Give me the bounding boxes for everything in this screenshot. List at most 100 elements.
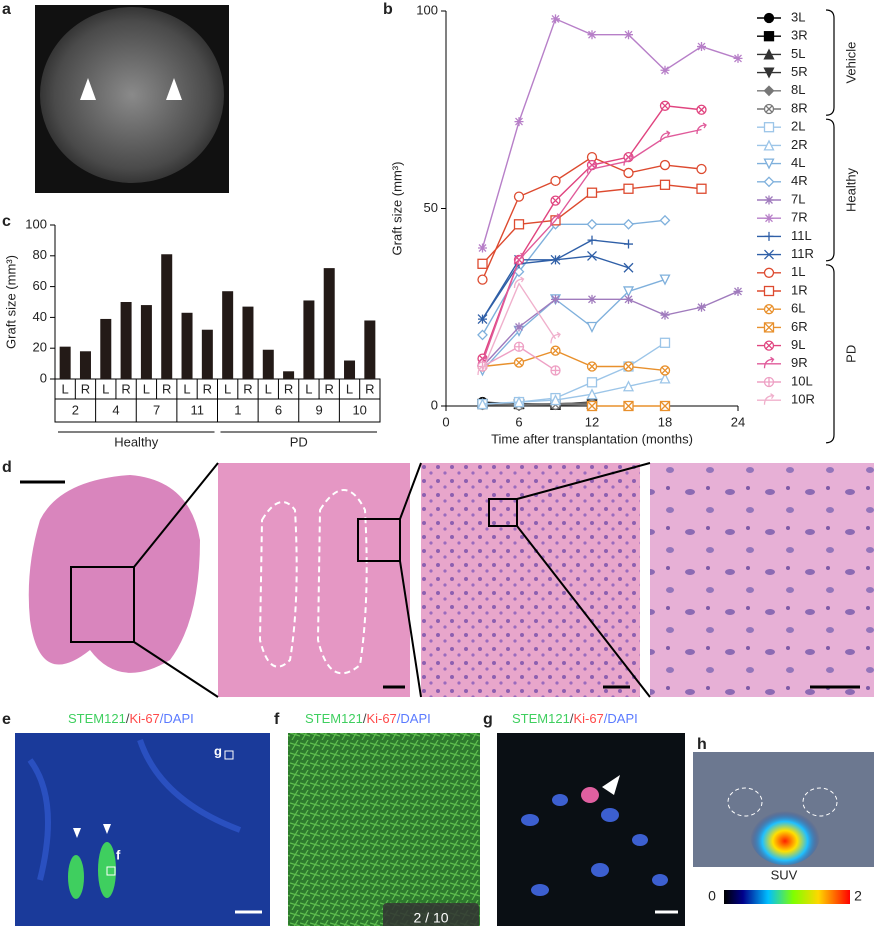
marker — [660, 65, 670, 75]
marker-part — [551, 365, 560, 375]
bar — [79, 351, 91, 379]
marker — [513, 191, 525, 202]
marker-part — [478, 243, 487, 253]
bar — [344, 360, 356, 379]
marker-part — [659, 274, 671, 286]
marker-part — [624, 294, 633, 304]
marker — [513, 276, 525, 289]
marker-part — [623, 262, 634, 273]
y-tick-label: 20 — [33, 340, 47, 355]
x-tick-label: L — [265, 381, 272, 396]
marker-part — [477, 258, 488, 269]
marker — [586, 377, 598, 388]
marker — [659, 100, 671, 111]
marker — [586, 218, 598, 230]
legend-label: 8R — [791, 100, 808, 115]
tissue — [28, 475, 200, 673]
marker-part — [477, 274, 488, 285]
marker — [763, 340, 775, 351]
marker — [659, 400, 671, 412]
zoom-box — [357, 518, 401, 562]
colorbar-label: SUV — [771, 867, 798, 882]
legend-group: PD — [843, 345, 858, 363]
marker-part — [514, 342, 524, 352]
y-tick-label: 0 — [431, 397, 438, 412]
marker — [587, 30, 597, 40]
marker-part — [586, 321, 598, 333]
marker — [763, 267, 775, 278]
marker — [550, 254, 561, 265]
marker-part — [763, 48, 775, 60]
series-line — [482, 403, 593, 406]
marker-part — [622, 380, 635, 392]
x-tick-label: L — [143, 381, 150, 396]
marker-part — [586, 161, 598, 174]
marker-part — [550, 213, 561, 225]
animal-label: 7 — [153, 402, 160, 417]
marker — [763, 139, 775, 151]
colorbar-tick: 0 — [708, 888, 716, 904]
zoom-lines — [133, 462, 651, 698]
legend-label: 2L — [791, 119, 805, 134]
marker — [696, 104, 707, 115]
x-tick-label: 6 — [515, 414, 522, 429]
marker — [513, 219, 525, 230]
group-label: Healthy — [114, 434, 159, 449]
marker-part — [763, 267, 775, 278]
y-tick-label: 100 — [25, 216, 47, 231]
pet-signal — [750, 805, 820, 865]
series-line — [482, 402, 593, 406]
marker — [623, 183, 634, 194]
marker — [660, 310, 670, 320]
marker-part — [763, 67, 775, 79]
series-line — [481, 282, 557, 371]
marker — [659, 274, 671, 286]
marker-part — [763, 158, 775, 170]
zoom-label: f — [116, 847, 121, 862]
marker — [659, 337, 671, 348]
marker-part — [622, 286, 635, 298]
legend-label: 4R — [791, 173, 808, 188]
marker-part — [586, 187, 598, 198]
bar — [201, 329, 213, 379]
marker-part — [515, 359, 523, 367]
marker — [477, 274, 488, 285]
marker-part — [765, 105, 773, 113]
x-tick-label: R — [284, 381, 293, 396]
x-tick-label: 18 — [658, 414, 672, 429]
marker-part — [623, 167, 634, 179]
marker — [763, 12, 775, 24]
marker — [763, 67, 775, 79]
marker-part — [587, 30, 597, 40]
marker — [550, 331, 561, 344]
marker-part — [513, 191, 525, 202]
series-line — [481, 290, 739, 367]
animal-label: 2 — [72, 402, 79, 417]
marker — [549, 394, 562, 406]
marker-part — [764, 213, 774, 223]
legend-bracket — [825, 9, 835, 116]
y-tick-label: 0 — [40, 370, 47, 385]
legend-bracket — [825, 264, 835, 444]
graft-outline — [258, 489, 368, 675]
colorbar — [724, 890, 850, 904]
marker — [586, 388, 598, 400]
stain-part: /DAPI — [397, 711, 431, 726]
series-line — [481, 278, 666, 371]
marker — [763, 158, 775, 170]
marker — [763, 356, 775, 369]
panel-letter: c — [2, 213, 11, 230]
stain-label: STEM121/Ki-67/DAPI — [68, 711, 194, 726]
series-line — [481, 17, 739, 249]
marker — [477, 258, 488, 269]
marker-part — [696, 163, 707, 175]
zoom-box — [70, 566, 135, 643]
x-tick-label: 24 — [731, 414, 745, 429]
marker — [659, 214, 671, 226]
zoom-box — [488, 498, 518, 527]
marker — [551, 294, 560, 304]
series-line — [481, 219, 666, 336]
histology-zoom3 — [650, 463, 874, 697]
legend-label: 8L — [791, 82, 805, 97]
fluorescence-e — [15, 733, 270, 926]
